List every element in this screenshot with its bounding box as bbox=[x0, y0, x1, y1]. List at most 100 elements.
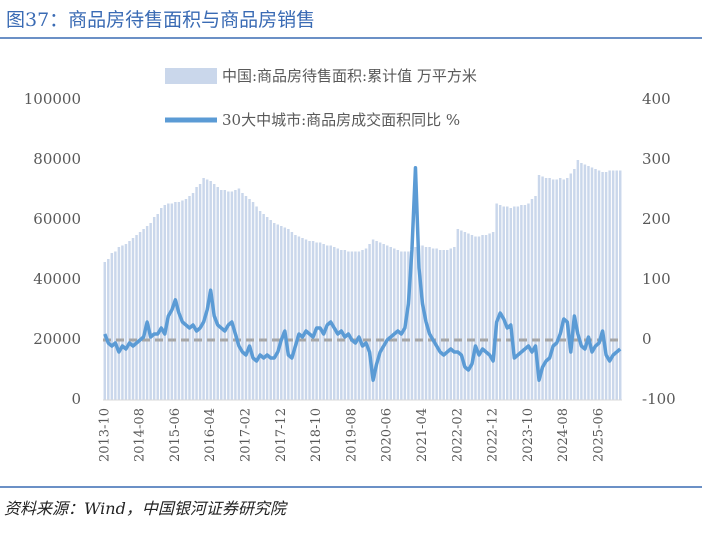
bar bbox=[495, 203, 498, 400]
x-tick-label: 2017-02 bbox=[238, 408, 253, 462]
bar bbox=[506, 206, 509, 400]
bar bbox=[195, 187, 198, 400]
bar bbox=[212, 184, 216, 400]
bar bbox=[124, 244, 128, 400]
bar bbox=[364, 248, 368, 400]
bar bbox=[131, 238, 135, 400]
x-tick-label: 2024-08 bbox=[556, 408, 571, 462]
bar bbox=[488, 233, 491, 400]
bar bbox=[435, 248, 438, 400]
bar bbox=[382, 244, 385, 400]
bar bbox=[460, 230, 463, 400]
line bbox=[103, 166, 622, 382]
x-tick-label: 2021-04 bbox=[415, 408, 430, 462]
bar bbox=[573, 169, 576, 400]
bar bbox=[311, 241, 315, 400]
bar bbox=[456, 229, 460, 400]
y2-tick-label: 300 bbox=[642, 150, 671, 168]
bar bbox=[237, 188, 241, 400]
bar bbox=[283, 227, 287, 400]
bar bbox=[502, 206, 505, 400]
bar bbox=[470, 235, 474, 400]
bar bbox=[410, 250, 414, 400]
bar bbox=[181, 200, 184, 400]
bar bbox=[354, 251, 357, 400]
bar bbox=[234, 190, 237, 400]
bar bbox=[333, 247, 336, 400]
bar bbox=[297, 236, 301, 400]
y2-tick-label: 400 bbox=[642, 90, 671, 108]
bar bbox=[156, 214, 159, 400]
bar bbox=[428, 247, 431, 400]
x-tick-label: 2020-06 bbox=[380, 408, 395, 462]
bar bbox=[258, 211, 262, 400]
bar bbox=[255, 206, 258, 400]
bar bbox=[184, 199, 188, 400]
bar bbox=[590, 167, 594, 400]
chart-title: 图37：商品房待售面积与商品房销售 bbox=[6, 9, 315, 31]
bar bbox=[566, 178, 569, 400]
bar bbox=[530, 199, 534, 400]
x-tick-label: 2022-02 bbox=[450, 408, 465, 462]
bar bbox=[378, 242, 382, 400]
bar bbox=[107, 259, 110, 400]
x-tick-label: 2023-10 bbox=[521, 408, 536, 462]
bar bbox=[121, 245, 124, 400]
bar bbox=[191, 193, 195, 400]
y-tick-label: 80000 bbox=[33, 150, 81, 168]
bar bbox=[170, 203, 174, 400]
bar bbox=[114, 251, 117, 400]
y-tick-label: 60000 bbox=[33, 210, 81, 228]
y-tick-label: 20000 bbox=[33, 330, 81, 348]
bar bbox=[417, 245, 421, 400]
bar bbox=[597, 170, 601, 400]
bar bbox=[276, 224, 280, 400]
legend-label: 中国:商品房待售面积:累计值 万平方米 bbox=[222, 67, 477, 85]
bar bbox=[280, 226, 283, 400]
bar bbox=[548, 178, 551, 400]
bar bbox=[516, 206, 520, 400]
bar bbox=[220, 190, 223, 400]
x-tick-label: 2017-12 bbox=[274, 408, 289, 462]
x-tick-label: 2018-10 bbox=[309, 408, 324, 462]
bar bbox=[555, 179, 558, 400]
bar bbox=[227, 191, 230, 400]
bar bbox=[481, 235, 484, 400]
bar bbox=[453, 247, 456, 400]
bar bbox=[368, 244, 371, 400]
y-tick-label: 100000 bbox=[24, 90, 81, 108]
bar bbox=[513, 206, 516, 400]
bar bbox=[269, 220, 272, 400]
bar bbox=[294, 235, 297, 400]
bar bbox=[230, 191, 234, 400]
bar bbox=[449, 248, 453, 400]
bar bbox=[202, 178, 205, 400]
bar bbox=[544, 178, 548, 400]
bar bbox=[615, 170, 618, 400]
x-tick-label: 2016-04 bbox=[203, 408, 218, 462]
bar bbox=[491, 232, 495, 400]
bar bbox=[467, 233, 470, 400]
bar bbox=[431, 248, 435, 400]
bar bbox=[290, 232, 294, 400]
bar bbox=[287, 229, 290, 400]
legend-swatch bbox=[165, 68, 217, 84]
y-tick-label: 40000 bbox=[33, 270, 81, 288]
bar bbox=[389, 247, 392, 400]
bar bbox=[216, 187, 219, 400]
x-tick-label: 2015-06 bbox=[168, 408, 183, 462]
bar bbox=[347, 251, 350, 400]
y2-tick-label: 0 bbox=[642, 330, 652, 348]
bar bbox=[463, 232, 467, 400]
bar bbox=[223, 190, 227, 400]
bar bbox=[138, 232, 142, 400]
bar bbox=[188, 196, 191, 400]
legend-label: 30大中城市:商品房成交面积同比 % bbox=[222, 111, 460, 129]
bar bbox=[558, 178, 562, 400]
bar bbox=[343, 250, 347, 400]
bar bbox=[569, 173, 573, 400]
bar bbox=[594, 169, 597, 400]
bar bbox=[438, 250, 442, 400]
bar bbox=[315, 242, 318, 400]
bar bbox=[576, 160, 580, 400]
